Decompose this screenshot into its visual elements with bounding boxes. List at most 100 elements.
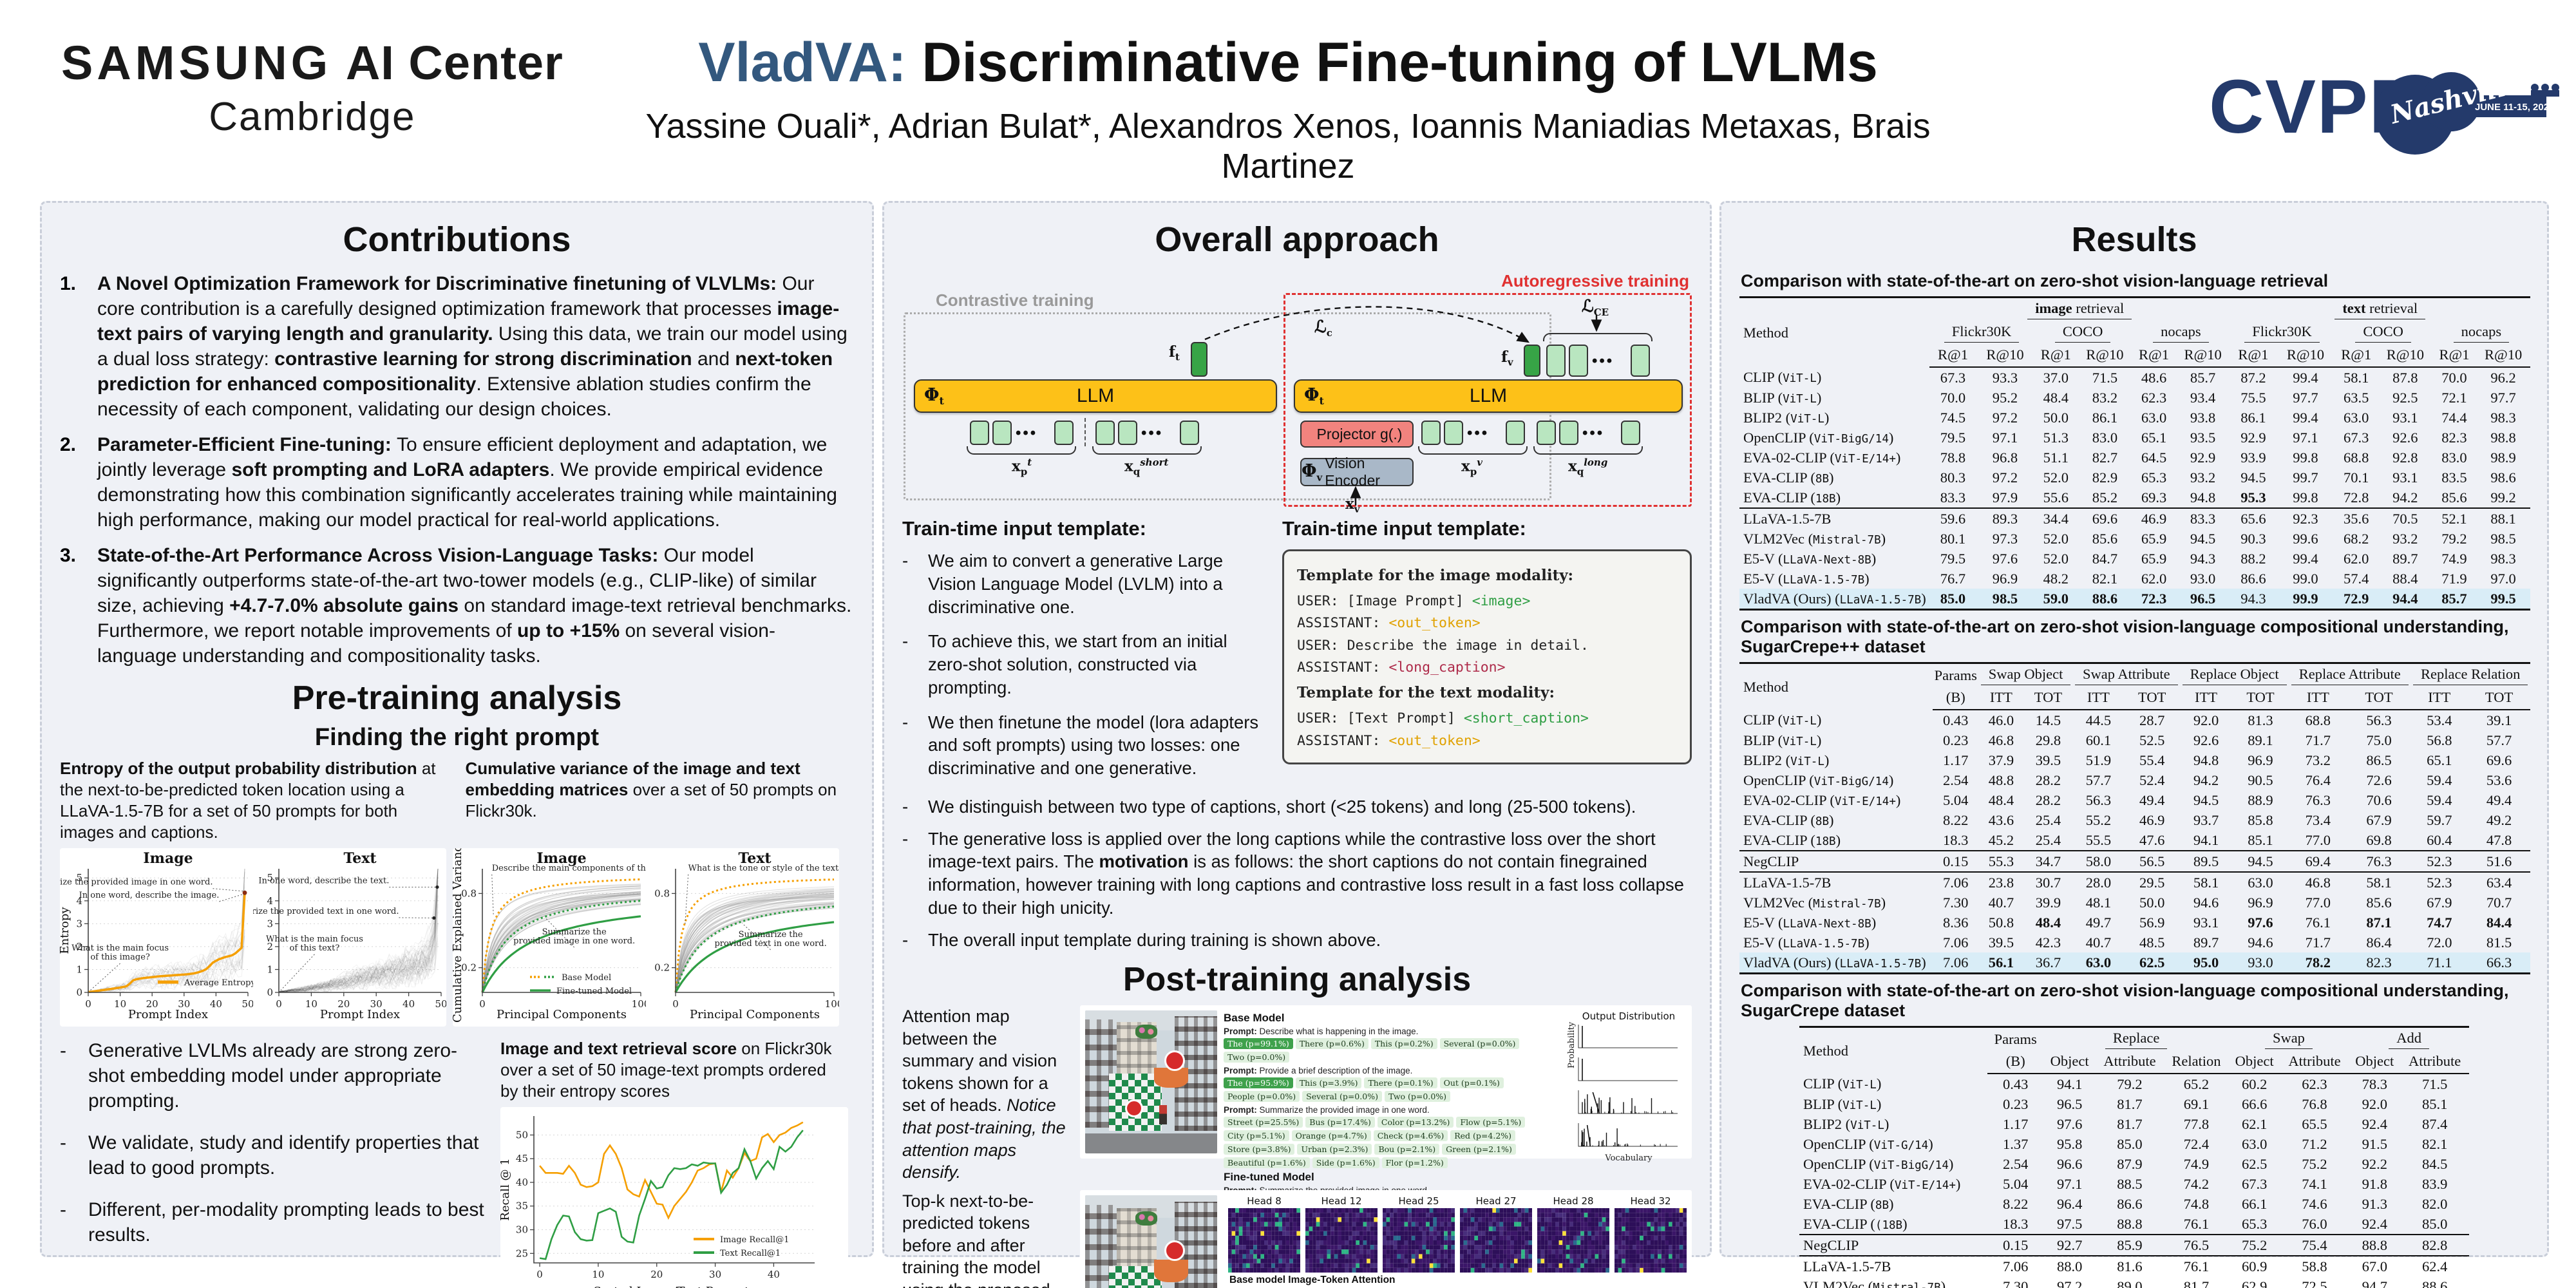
svg-text:50: 50: [516, 1130, 528, 1141]
svg-text:100: 100: [825, 998, 839, 1010]
svg-text:What is the tone or style of t: What is the tone or style of the text?: [688, 864, 839, 873]
svg-text:0: 0: [76, 987, 82, 998]
token-probability-area: Base Model Prompt: Describe what is happe…: [1224, 1010, 1564, 1263]
contributions-panel: Contributions 1. A Novel Optimization Fr…: [24, 201, 874, 1288]
svg-text:40: 40: [402, 998, 415, 1010]
fv-label: fv: [1501, 348, 1513, 368]
svg-text:0.2: 0.2: [654, 962, 670, 974]
autoregressive-box: [1283, 293, 1692, 507]
token-chip: Several (p=0.0%): [1439, 1038, 1520, 1050]
xp-t-label: xpt: [1012, 457, 1032, 478]
head-label: Head 25: [1398, 1195, 1439, 1207]
pretraining-title: Pre-training analysis: [292, 679, 622, 717]
train-template-right: Train-time input template: Template for …: [1282, 517, 1692, 791]
token-chip: Flor (p=1.2%): [1381, 1157, 1448, 1169]
contribution-item: 3. State-of-the-Art Performance Across V…: [60, 545, 852, 667]
svg-text:In one word, describe the imag: In one word, describe the image.: [79, 891, 220, 900]
svg-text:0: 0: [536, 1269, 543, 1280]
svg-text:4: 4: [76, 895, 82, 907]
token-chip: Side (p=1.6%): [1312, 1157, 1379, 1169]
svg-text:35: 35: [516, 1200, 528, 1212]
token-chip: This (p=3.9%): [1295, 1077, 1362, 1089]
results-panel: Results Comparison with state-of-the-art…: [1719, 201, 2549, 1288]
svg-text:Summarize the provided image i: Summarize the provided image in one word…: [60, 878, 213, 887]
token-chip: People (p=0.0%): [1224, 1091, 1300, 1103]
attention-heatmap: [1460, 1208, 1532, 1273]
attention-heatmap: [1383, 1208, 1455, 1273]
variance-text-chart: 0 100 0.2 0.8 Text Principal Components What i…: [646, 848, 843, 1027]
vision-embedding-token: [1524, 345, 1540, 377]
svg-text:30: 30: [516, 1224, 528, 1236]
head-labels: Head 8 Head 12 Head 25 Head 27 Head 28 Head 3…: [1228, 1195, 1687, 1207]
svg-text:Fine-tuned Model: Fine-tuned Model: [556, 987, 632, 996]
svg-text:0: 0: [672, 998, 679, 1010]
token-chip: There (p=0.1%): [1364, 1077, 1437, 1089]
svg-text:Base Model: Base Model: [562, 973, 611, 983]
token-chip: Check (p=4.6%): [1373, 1130, 1448, 1142]
token-chip: Two (p=0.0%): [1224, 1052, 1290, 1063]
token-chip: Color (p=13.2%): [1377, 1117, 1454, 1128]
svg-text:30: 30: [370, 998, 383, 1010]
svg-text:Principal Components: Principal Components: [690, 1008, 820, 1021]
svg-text:3: 3: [267, 918, 273, 929]
token-chip: This (p=0.2%): [1370, 1038, 1437, 1050]
token-chip: The (p=95.9%): [1224, 1077, 1293, 1089]
entropy-caption: Entropy of the output probability distri…: [60, 759, 436, 842]
svg-text:0: 0: [85, 998, 91, 1010]
ft-label: ft: [1169, 343, 1180, 363]
svg-text:provided image in one word.: provided image in one word.: [513, 936, 635, 946]
svg-text:5: 5: [76, 872, 82, 884]
svg-text:JUNE 11-15, 2025: JUNE 11-15, 2025: [2475, 102, 2554, 113]
svg-text:of this text?: of this text?: [290, 943, 340, 953]
svg-text:5: 5: [267, 872, 273, 884]
base-attention-maps: [1228, 1208, 1687, 1273]
svg-text:What is the main focus: What is the main focus: [71, 943, 169, 953]
svg-text:Summarize the: Summarize the: [739, 930, 803, 940]
svg-text:4: 4: [267, 895, 273, 907]
retrieval-table: Method image retrieval text retrieval Flick…: [1739, 296, 2530, 611]
base-attention-label: Base model Image-Token Attention: [1229, 1274, 1396, 1285]
street-photo: [1085, 1010, 1217, 1154]
variance-caption: Cumulative variance of the image and tex…: [465, 759, 837, 821]
svg-text:Text: Text: [343, 850, 377, 867]
variance-image-chart: 0 100 0.2 0.8 Image Principal Components Cumul…: [451, 838, 682, 1027]
posttraining-title: Post-training analysis: [1122, 961, 1472, 999]
svg-text:provided text in one word.: provided text in one word.: [714, 939, 826, 949]
entropy-image-chart: 0 10 20 30 40 50 0 1 2 3 4 5 Image Prompt Index Entrop…: [24, 848, 256, 1027]
probability-axis-label: Probability: [1567, 1022, 1577, 1069]
svg-text:40: 40: [210, 998, 222, 1010]
head-label: Head 12: [1321, 1195, 1362, 1207]
token-chip: Bou (p=2.1%): [1374, 1144, 1440, 1155]
attention-figure: Attention map between the summary and vi…: [902, 1005, 1692, 1263]
contrastive-label: Contrastive training: [936, 290, 1094, 310]
projector-block: Projector g(.): [1300, 421, 1414, 448]
svg-text:Image Recall@1: Image Recall@1: [720, 1235, 789, 1245]
svg-text:Average Entropy: Average Entropy: [184, 978, 253, 988]
samsung-wordmark: SAMSUNG: [61, 36, 332, 90]
token-chip: Out (p=0.1%): [1439, 1077, 1504, 1089]
token-chip: Two (p=0.0%): [1384, 1091, 1451, 1103]
svg-text:40: 40: [768, 1269, 780, 1280]
svg-text:40: 40: [516, 1177, 528, 1188]
sugarcrepepp-table: Method Params Swap Object Swap Attribute Rep…: [1739, 662, 2530, 974]
llm-block-text: Φt LLM: [914, 379, 1277, 413]
ai-center-label: AI Center: [345, 36, 564, 90]
poster-title: VladVA: Discriminative Fine-tuning of LV…: [698, 32, 1878, 93]
head-label: Head 32: [1630, 1195, 1671, 1207]
attention-caption: Attention map between the summary and vi…: [902, 1007, 1066, 1182]
token-chip: Bus (p=17.4%): [1305, 1117, 1375, 1128]
svg-text:30: 30: [709, 1269, 721, 1280]
table3-caption: Comparison with state-of-the-art on zero…: [1741, 981, 2509, 1020]
svg-text:25: 25: [516, 1247, 528, 1259]
results-title: Results: [2071, 220, 2197, 259]
svg-text:Image: Image: [536, 850, 586, 867]
svg-text:1: 1: [267, 964, 273, 976]
variance-figure: 0 100 0.2 0.8 Image Principal Components Cumul…: [451, 838, 843, 1027]
svg-text:50: 50: [242, 998, 253, 1010]
attention-heatmap: [1615, 1208, 1687, 1273]
pretraining-bullets: - Generative LVLMs already are strong zer…: [60, 1040, 484, 1246]
svg-text:20: 20: [650, 1269, 663, 1280]
input-street-photo: [1085, 1195, 1217, 1288]
svg-text:30: 30: [178, 998, 190, 1010]
